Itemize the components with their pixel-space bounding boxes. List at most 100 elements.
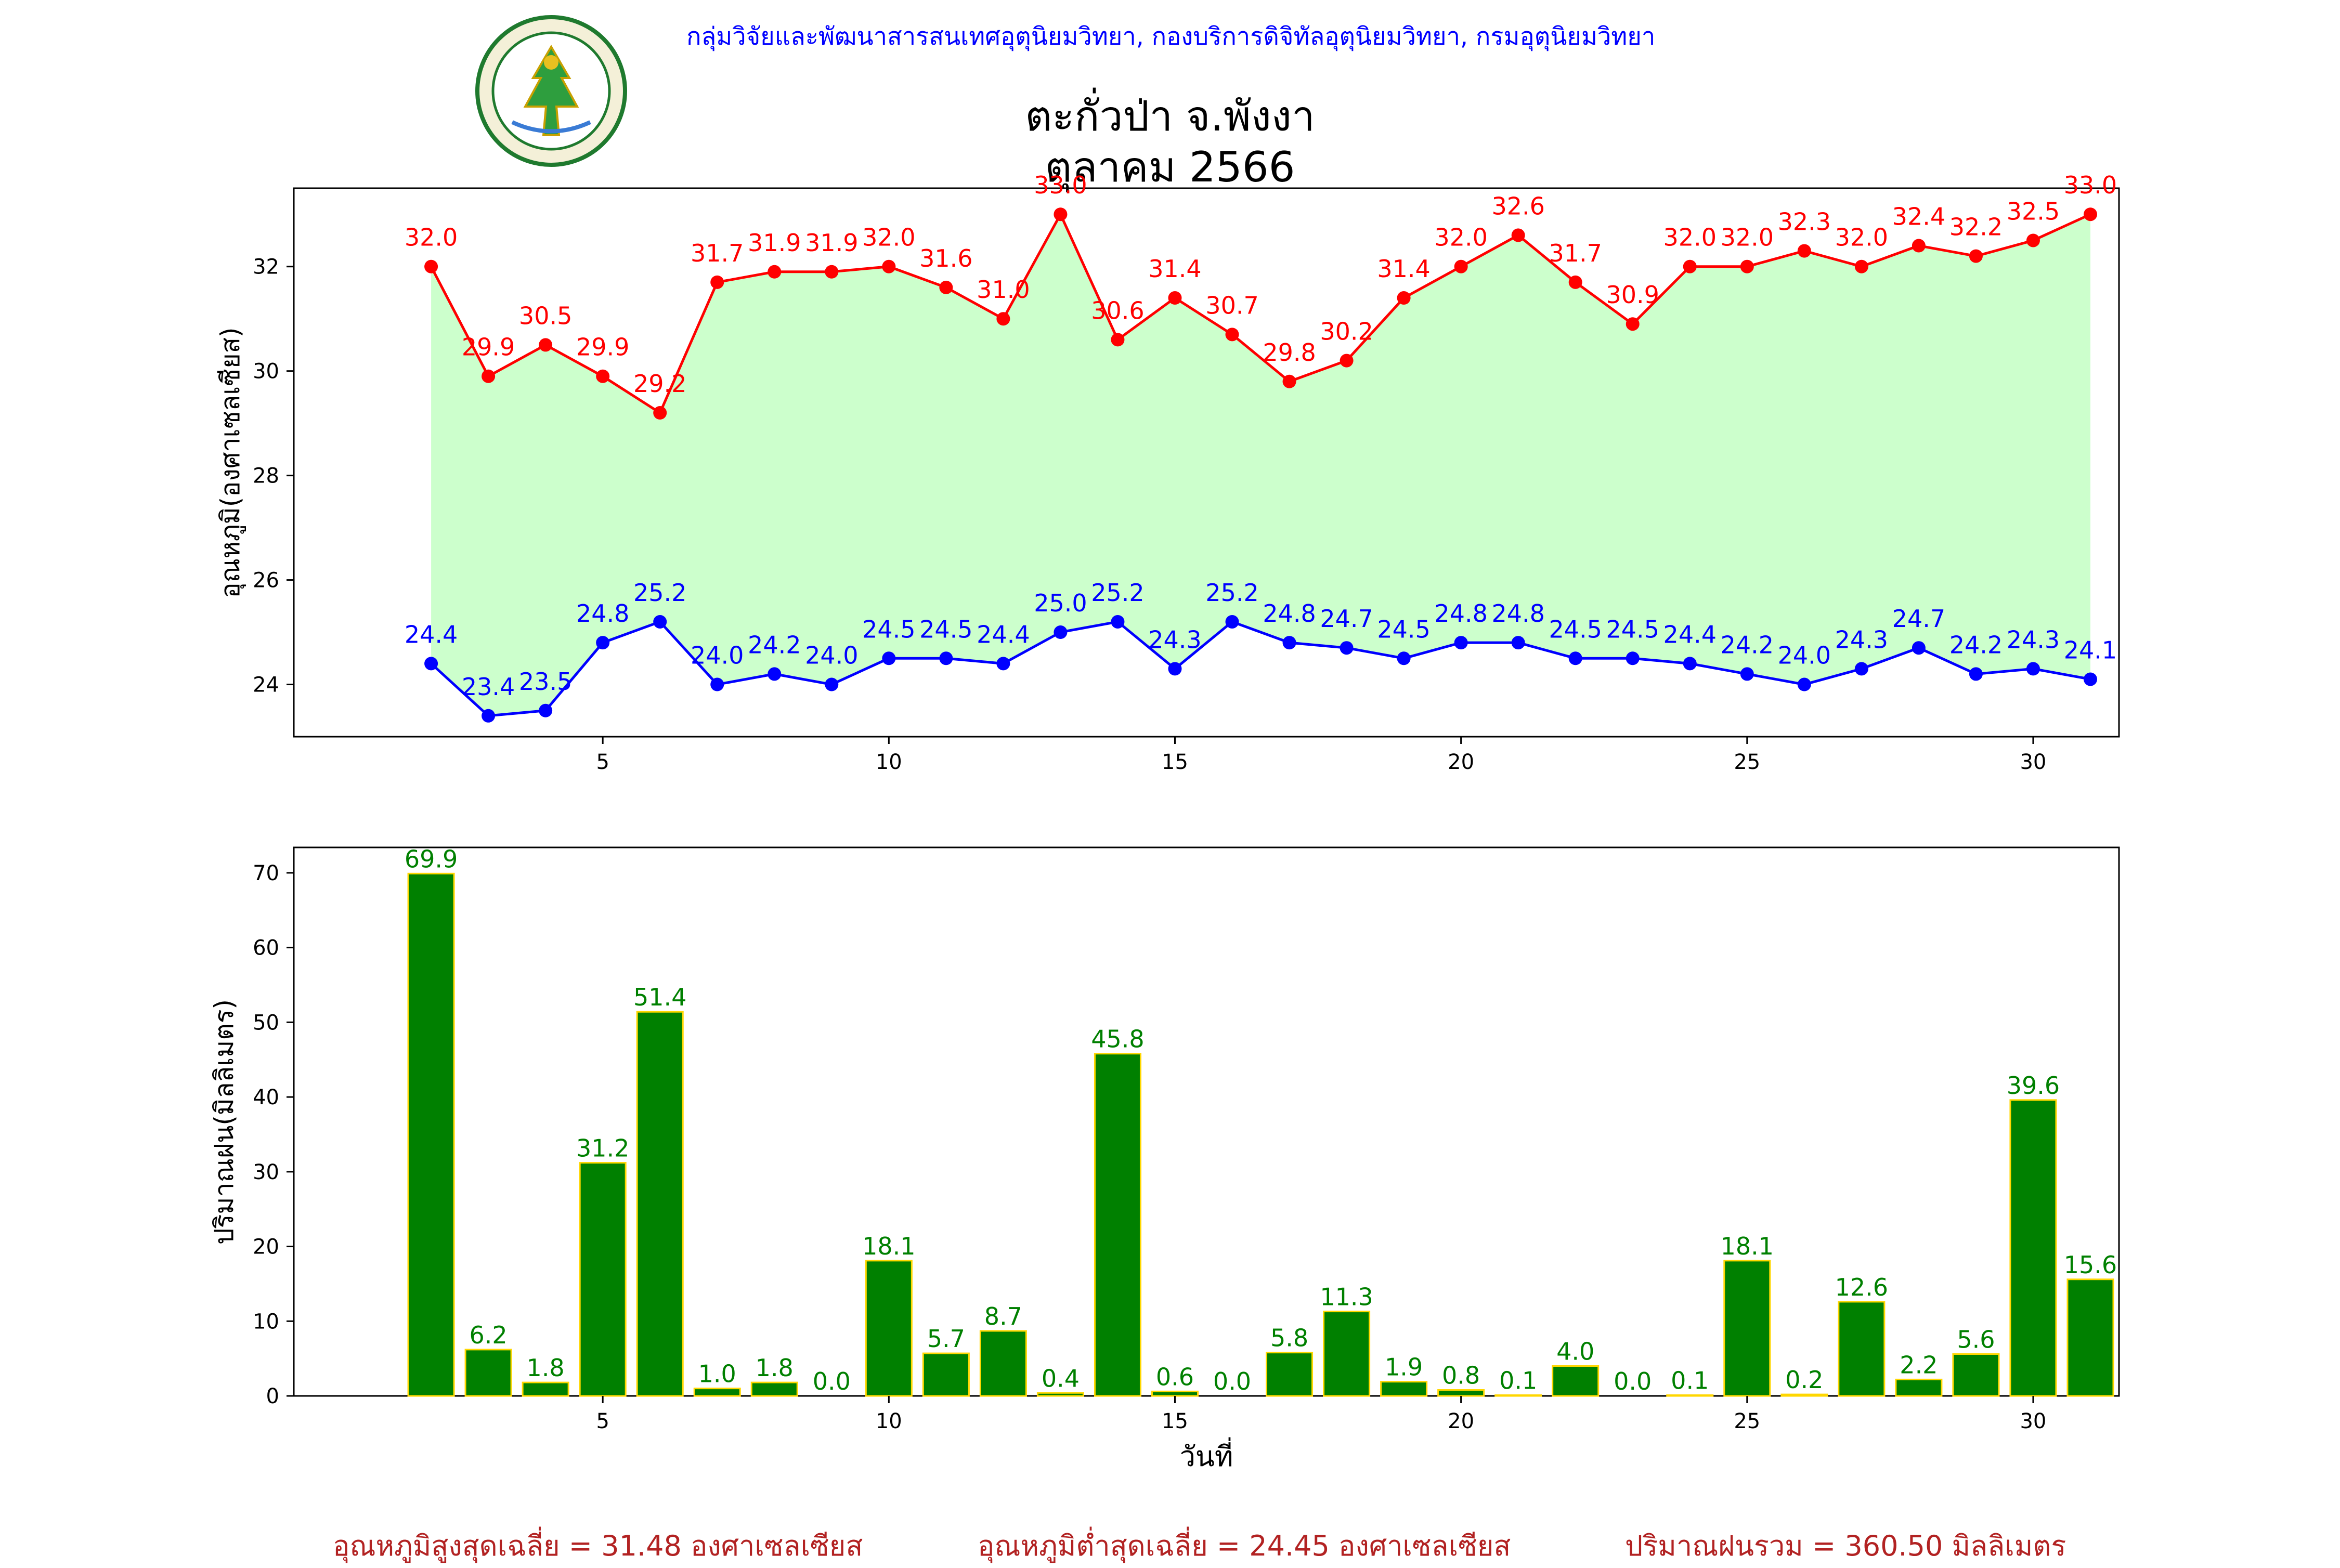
max-temperature-data-label: 30.2 [1320, 318, 1373, 346]
min-temperature-point [825, 677, 839, 691]
rain-bar-label: 0.0 [1213, 1367, 1251, 1395]
rain-bar-label: 5.8 [1270, 1324, 1308, 1352]
min-temperature-data-label: 23.4 [462, 673, 515, 701]
y-tick-label: 30 [253, 360, 279, 384]
min-temperature-point [768, 667, 782, 681]
rain-bar-label: 31.2 [576, 1134, 629, 1162]
min-temperature-point [1797, 677, 1811, 691]
total-rainfall: ปริมาณฝนรวม = 360.50 มิลลิเมตร [1625, 1530, 2066, 1562]
y-tick-label: 24 [253, 673, 279, 697]
max-temperature-point [1511, 228, 1525, 242]
x-tick-label: 25 [1734, 1409, 1760, 1433]
rain-bar [2066, 1278, 2114, 1397]
rain-bar-label: 0.2 [1785, 1366, 1823, 1394]
rainfall-bars: 69.9 6.2 1.8 31.2 51.4 1.0 1.8 0.0 18.1 5.7 8.7 0.4… [405, 845, 2117, 1397]
max-temperature-point [653, 406, 667, 420]
rain-bar [1437, 1389, 1485, 1397]
rain-bar-label: 18.1 [1721, 1232, 1774, 1260]
max-temperature-point [1854, 259, 1868, 273]
min-temperature-point [710, 677, 724, 691]
rain-bar [522, 1381, 569, 1397]
rain-bar [1780, 1393, 1828, 1397]
rain-bar [1151, 1390, 1199, 1397]
min-temperature-point [1225, 615, 1239, 629]
x-tick-label: 10 [876, 750, 902, 774]
credit-line: กลุ่มวิจัยและพัฒนาสารสนเทศอุตุนิยมวิทยา,… [686, 22, 1656, 51]
rain-bar-label: 1.0 [698, 1360, 736, 1388]
max-temperature-data-label: 31.6 [919, 244, 972, 272]
min-temperature-data-label: 24.7 [1892, 605, 1945, 633]
min-temperature-data-label: 24.8 [576, 599, 629, 628]
max-temperature-data-label: 32.0 [1835, 224, 1888, 252]
min-temperature-data-label: 24.5 [1549, 615, 1602, 643]
rain-bar-label: 6.2 [470, 1321, 508, 1349]
rain-bar [1666, 1394, 1714, 1397]
min-temperature-data-label: 25.2 [1205, 579, 1258, 607]
min-temperature-data-label: 25.0 [1034, 589, 1087, 617]
rain-bar [1094, 1053, 1141, 1397]
max-temperature-point [939, 280, 953, 294]
max-temperature-data-label: 33.0 [1034, 171, 1087, 199]
min-temperature-data-label: 24.8 [1434, 599, 1487, 628]
max-temperature-point [539, 338, 553, 352]
x-tick-label: 30 [2020, 750, 2046, 774]
max-temperature-line [430, 211, 2091, 415]
temperature-fill-area [431, 214, 2090, 716]
min-temperature-line [430, 620, 2091, 717]
rain-bar-label: 0.4 [1042, 1364, 1080, 1392]
max-temperature-point [1054, 207, 1068, 221]
rain-bar-label: 1.9 [1385, 1353, 1423, 1381]
min-temperature-data-label: 24.0 [805, 642, 858, 670]
min-temperature-point [1568, 651, 1582, 665]
rain-bar [407, 872, 455, 1397]
temperature-axis: 5 10 15 20 25 30 24 26 28 30 32 [253, 255, 2046, 774]
y-tick-label: 28 [253, 464, 279, 488]
min-temperature-data-label: 24.4 [405, 620, 458, 648]
max-temperature-data-label: 31.9 [748, 229, 801, 257]
max-temperature-point [1969, 249, 1983, 263]
min-temperature-data-label: 24.3 [1148, 625, 1201, 654]
min-temperature-point [1111, 615, 1125, 629]
max-temperature-point [768, 265, 782, 279]
rain-bar-label: 1.8 [756, 1354, 794, 1382]
min-temperature-data-label: 24.8 [1263, 599, 1316, 628]
rain-bar-label: 15.6 [2064, 1251, 2117, 1279]
rain-bar-label: 45.8 [1091, 1025, 1144, 1053]
rain-bar-label: 11.3 [1320, 1283, 1373, 1311]
max-temperature-point [1340, 354, 1354, 368]
min-temperature-data-label: 23.5 [519, 668, 572, 696]
min-temperature-point [2026, 662, 2040, 676]
x-tick-label: 30 [2020, 1409, 2046, 1433]
max-temperature-data-label: 32.6 [1491, 192, 1544, 220]
max-temperature-data-label: 31.7 [1549, 239, 1602, 267]
rain-bar [636, 1011, 684, 1397]
rain-bar-label: 4.0 [1556, 1338, 1594, 1366]
max-temperature-point [1568, 275, 1582, 289]
avg-min-temperature: อุณหภูมิต่ำสุดเฉลี่ย = 24.45 องศาเซลเซีย… [978, 1530, 1511, 1562]
min-temperature-data-label: 25.2 [1091, 579, 1144, 607]
max-temperature-data-label: 32.0 [1663, 224, 1717, 252]
x-tick-label: 25 [1734, 750, 1760, 774]
avg-max-temperature: อุณหภูมิสูงสุดเฉลี่ย = 31.48 องศาเซลเซีย… [333, 1530, 863, 1562]
rain-bar [1895, 1378, 1943, 1397]
min-temperature-data-label: 24.0 [1778, 642, 1831, 670]
temperature-range-fill [431, 214, 2090, 716]
temperature-y-axis-label: อุณหภูมิ(องศาเซลเซียส) [215, 327, 246, 598]
x-tick-label: 20 [1448, 750, 1474, 774]
temperature-plot-area [293, 187, 2120, 738]
max-temperature-point [710, 275, 724, 289]
max-temperature-data-label: 33.0 [2064, 171, 2117, 199]
max-temperature-point [1683, 259, 1697, 273]
x-tick-label: 15 [1162, 1409, 1188, 1433]
min-temperature-point [424, 657, 438, 671]
y-tick-label: 40 [253, 1086, 279, 1109]
min-temperature-point [1740, 667, 1754, 681]
max-temperature-point [882, 259, 896, 273]
min-temperature-data-label: 24.2 [1949, 631, 2003, 659]
rain-bar [1838, 1301, 1886, 1397]
max-temperature-data-label: 32.0 [405, 224, 458, 252]
max-temperature-point [1454, 259, 1468, 273]
y-tick-label: 0 [266, 1384, 279, 1408]
min-temperature-data-label: 24.5 [862, 615, 915, 643]
rain-bar-label: 51.4 [633, 983, 686, 1011]
